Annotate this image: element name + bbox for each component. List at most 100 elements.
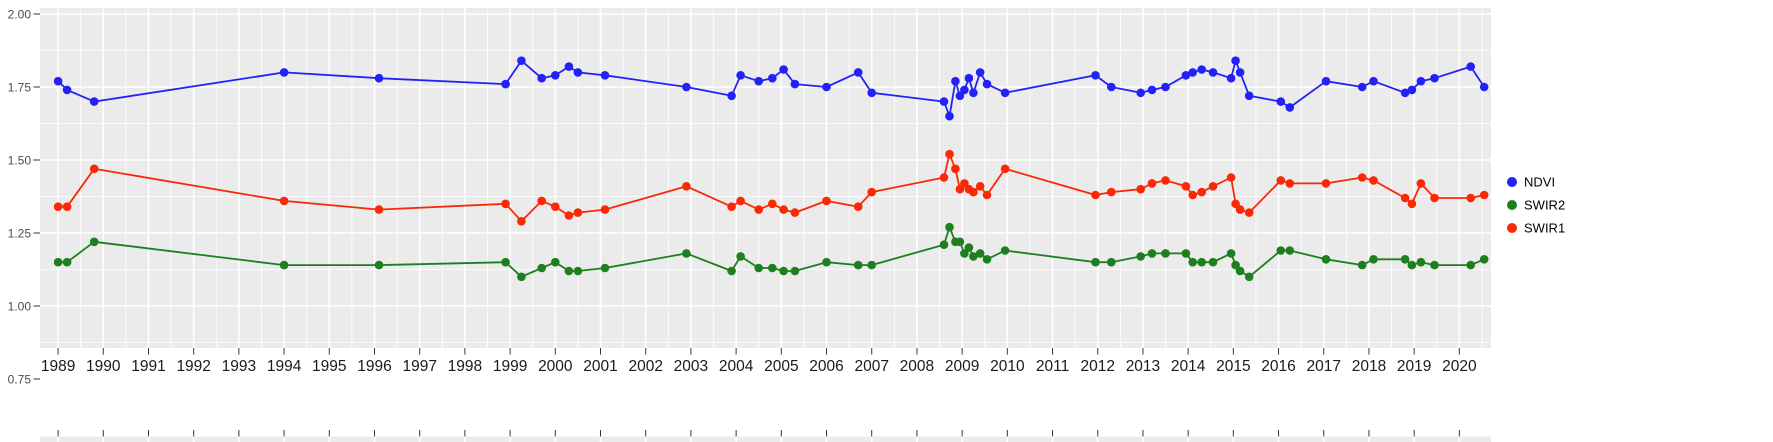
x-axis-tick-label: 2000 <box>538 358 573 375</box>
data-point-ndvi <box>1416 76 1426 86</box>
data-point-swir1 <box>969 187 978 197</box>
data-point-swir1 <box>1161 176 1170 185</box>
data-point-swir1 <box>1107 187 1116 197</box>
data-point-swir2 <box>1107 257 1116 267</box>
data-point-swir1 <box>1407 199 1417 209</box>
data-point-ndvi <box>1226 73 1236 83</box>
data-point-swir2 <box>1466 260 1475 270</box>
data-point-swir2 <box>1161 249 1170 258</box>
data-point-swir2 <box>1231 260 1240 270</box>
data-point-swir2 <box>754 263 763 273</box>
data-point-ndvi <box>945 111 954 121</box>
data-point-ndvi <box>1188 68 1197 77</box>
x-axis-tick-label: 2001 <box>583 358 617 375</box>
data-point-swir1 <box>600 205 610 214</box>
data-point-ndvi <box>727 91 736 101</box>
data-point-swir2 <box>1321 254 1331 264</box>
data-point-swir2 <box>517 272 526 282</box>
data-point-ndvi <box>1466 62 1475 71</box>
data-point-swir2 <box>501 257 510 267</box>
data-point-swir1 <box>1321 179 1331 188</box>
data-point-swir1 <box>1188 190 1197 200</box>
x-axis-tick-label: 1990 <box>86 358 121 375</box>
data-point-ndvi <box>89 97 99 106</box>
data-point-ndvi <box>1276 97 1286 106</box>
data-point-swir1 <box>517 217 526 226</box>
data-point-swir1 <box>1000 164 1010 174</box>
data-point-swir1 <box>1285 179 1295 188</box>
data-point-swir2 <box>955 237 965 247</box>
data-point-swir1 <box>867 187 876 197</box>
data-point-ndvi <box>1197 65 1206 74</box>
data-point-ndvi <box>564 62 574 71</box>
x-axis-tick-label: 2003 <box>674 358 708 375</box>
data-point-swir1 <box>1400 193 1410 203</box>
data-point-ndvi <box>960 85 969 95</box>
data-point-swir2 <box>867 260 876 270</box>
x-axis-tick-label: 2012 <box>1080 358 1114 375</box>
x-axis-tick-label: 1997 <box>402 358 436 375</box>
data-point-ndvi <box>62 85 72 95</box>
data-point-ndvi <box>1147 85 1157 95</box>
data-point-swir1 <box>1416 179 1426 188</box>
data-point-swir2 <box>89 237 99 247</box>
data-point-swir2 <box>1147 249 1157 258</box>
data-point-ndvi <box>1400 88 1410 98</box>
data-point-ndvi <box>1091 71 1100 80</box>
data-point-ndvi <box>982 79 992 89</box>
data-point-ndvi <box>964 73 974 83</box>
x-axis-tick-label: 1999 <box>493 358 527 375</box>
data-point-ndvi <box>1285 103 1295 112</box>
data-point-swir2 <box>1226 249 1236 258</box>
data-point-swir1 <box>1466 193 1475 203</box>
x-axis-tick-label: 1996 <box>357 358 391 375</box>
data-point-ndvi <box>600 71 610 80</box>
x-axis-tick-label: 1995 <box>312 358 346 375</box>
data-point-ndvi <box>969 88 978 98</box>
data-point-ndvi <box>1479 82 1489 92</box>
data-point-ndvi <box>517 56 526 65</box>
data-point-swir1 <box>754 205 763 214</box>
legend-label-swir2: SWIR2 <box>1524 198 1565 213</box>
data-point-swir1 <box>1091 190 1100 200</box>
data-point-ndvi <box>551 71 560 80</box>
data-point-swir2 <box>374 260 384 270</box>
x-axis-tick-label: 2004 <box>719 358 754 375</box>
data-point-swir1 <box>1136 184 1145 194</box>
legend-key-dot-swir2 <box>1507 200 1517 210</box>
x-axis-tick-label: 1993 <box>222 358 256 375</box>
x-axis-tick-label: 2018 <box>1352 358 1386 375</box>
data-point-ndvi <box>779 65 788 74</box>
data-point-swir2 <box>1407 260 1417 270</box>
y-axis-tick-label: 2.00 <box>8 8 32 22</box>
data-point-swir2 <box>939 240 949 249</box>
data-point-swir1 <box>951 164 960 174</box>
data-point-swir1 <box>89 164 99 174</box>
data-point-ndvi <box>951 76 960 86</box>
data-point-ndvi <box>1407 85 1417 95</box>
data-point-swir2 <box>1430 260 1439 270</box>
data-point-ndvi <box>1161 82 1170 92</box>
data-point-swir2 <box>1369 254 1378 264</box>
data-point-ndvi <box>1357 82 1367 92</box>
x-axis-tick-label: 1989 <box>41 358 75 375</box>
data-point-swir1 <box>1430 193 1439 203</box>
data-point-swir2 <box>551 257 560 267</box>
data-point-ndvi <box>768 73 777 83</box>
data-point-ndvi <box>1369 76 1378 86</box>
data-point-swir1 <box>1181 182 1191 191</box>
y-axis-tick-label: 0.75 <box>8 373 32 387</box>
data-point-swir2 <box>853 260 863 270</box>
data-point-swir1 <box>564 211 574 220</box>
data-point-swir2 <box>945 222 954 232</box>
data-point-swir1 <box>1208 182 1218 191</box>
data-point-ndvi <box>1321 76 1331 86</box>
data-point-swir2 <box>790 266 800 276</box>
data-point-swir2 <box>1091 257 1100 267</box>
second-panel-sliver <box>40 436 1491 442</box>
data-point-swir2 <box>1197 257 1206 267</box>
data-point-swir2 <box>1188 257 1197 267</box>
data-point-swir2 <box>768 263 777 273</box>
data-point-swir1 <box>537 196 546 206</box>
